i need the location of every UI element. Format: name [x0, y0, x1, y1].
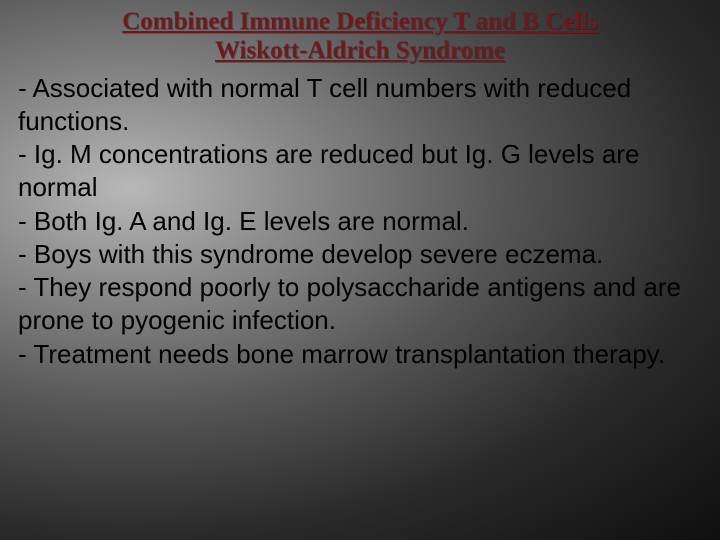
slide-body: - Associated with normal T cell numbers …	[18, 72, 702, 371]
bullet-item: - Treatment needs bone marrow transplant…	[18, 338, 702, 371]
slide: Combined Immune Deficiency T and B Cells…	[0, 0, 720, 540]
slide-title: Combined Immune Deficiency T and B Cells…	[18, 8, 702, 66]
bullet-item: - They respond poorly to polysaccharide …	[18, 271, 702, 338]
title-line-1: Combined Immune Deficiency T and B Cells	[122, 8, 598, 35]
bullet-item: - Both Ig. A and Ig. E levels are normal…	[18, 205, 702, 238]
title-line-2: Wiskott-Aldrich Syndrome	[215, 37, 505, 64]
bullet-item: - Ig. M concentrations are reduced but I…	[18, 138, 702, 205]
bullet-item: - Boys with this syndrome develop severe…	[18, 238, 702, 271]
bullet-item: - Associated with normal T cell numbers …	[18, 72, 702, 139]
